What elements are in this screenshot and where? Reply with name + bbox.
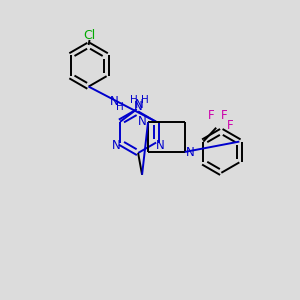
Text: N: N xyxy=(134,100,142,113)
Text: H: H xyxy=(130,95,138,105)
Text: F: F xyxy=(221,109,227,122)
Text: N: N xyxy=(156,139,165,152)
Text: N: N xyxy=(134,98,143,111)
Text: N: N xyxy=(186,146,195,160)
Text: N: N xyxy=(110,95,119,108)
Text: N: N xyxy=(138,115,146,128)
Text: F: F xyxy=(227,119,233,132)
Text: N: N xyxy=(111,139,120,152)
Text: H: H xyxy=(141,95,149,105)
Text: H: H xyxy=(116,102,123,112)
Text: F: F xyxy=(208,109,214,122)
Text: Cl: Cl xyxy=(83,28,96,42)
